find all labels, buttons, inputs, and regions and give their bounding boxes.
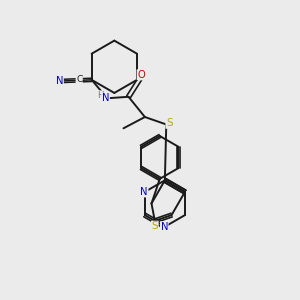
- Text: N: N: [160, 222, 168, 232]
- Text: S: S: [166, 118, 172, 128]
- Text: S: S: [152, 221, 158, 231]
- Text: N: N: [140, 187, 148, 197]
- Text: N: N: [102, 93, 110, 103]
- Text: H: H: [97, 91, 104, 100]
- Text: C: C: [76, 75, 82, 84]
- Text: O: O: [137, 70, 145, 80]
- Text: N: N: [56, 76, 63, 86]
